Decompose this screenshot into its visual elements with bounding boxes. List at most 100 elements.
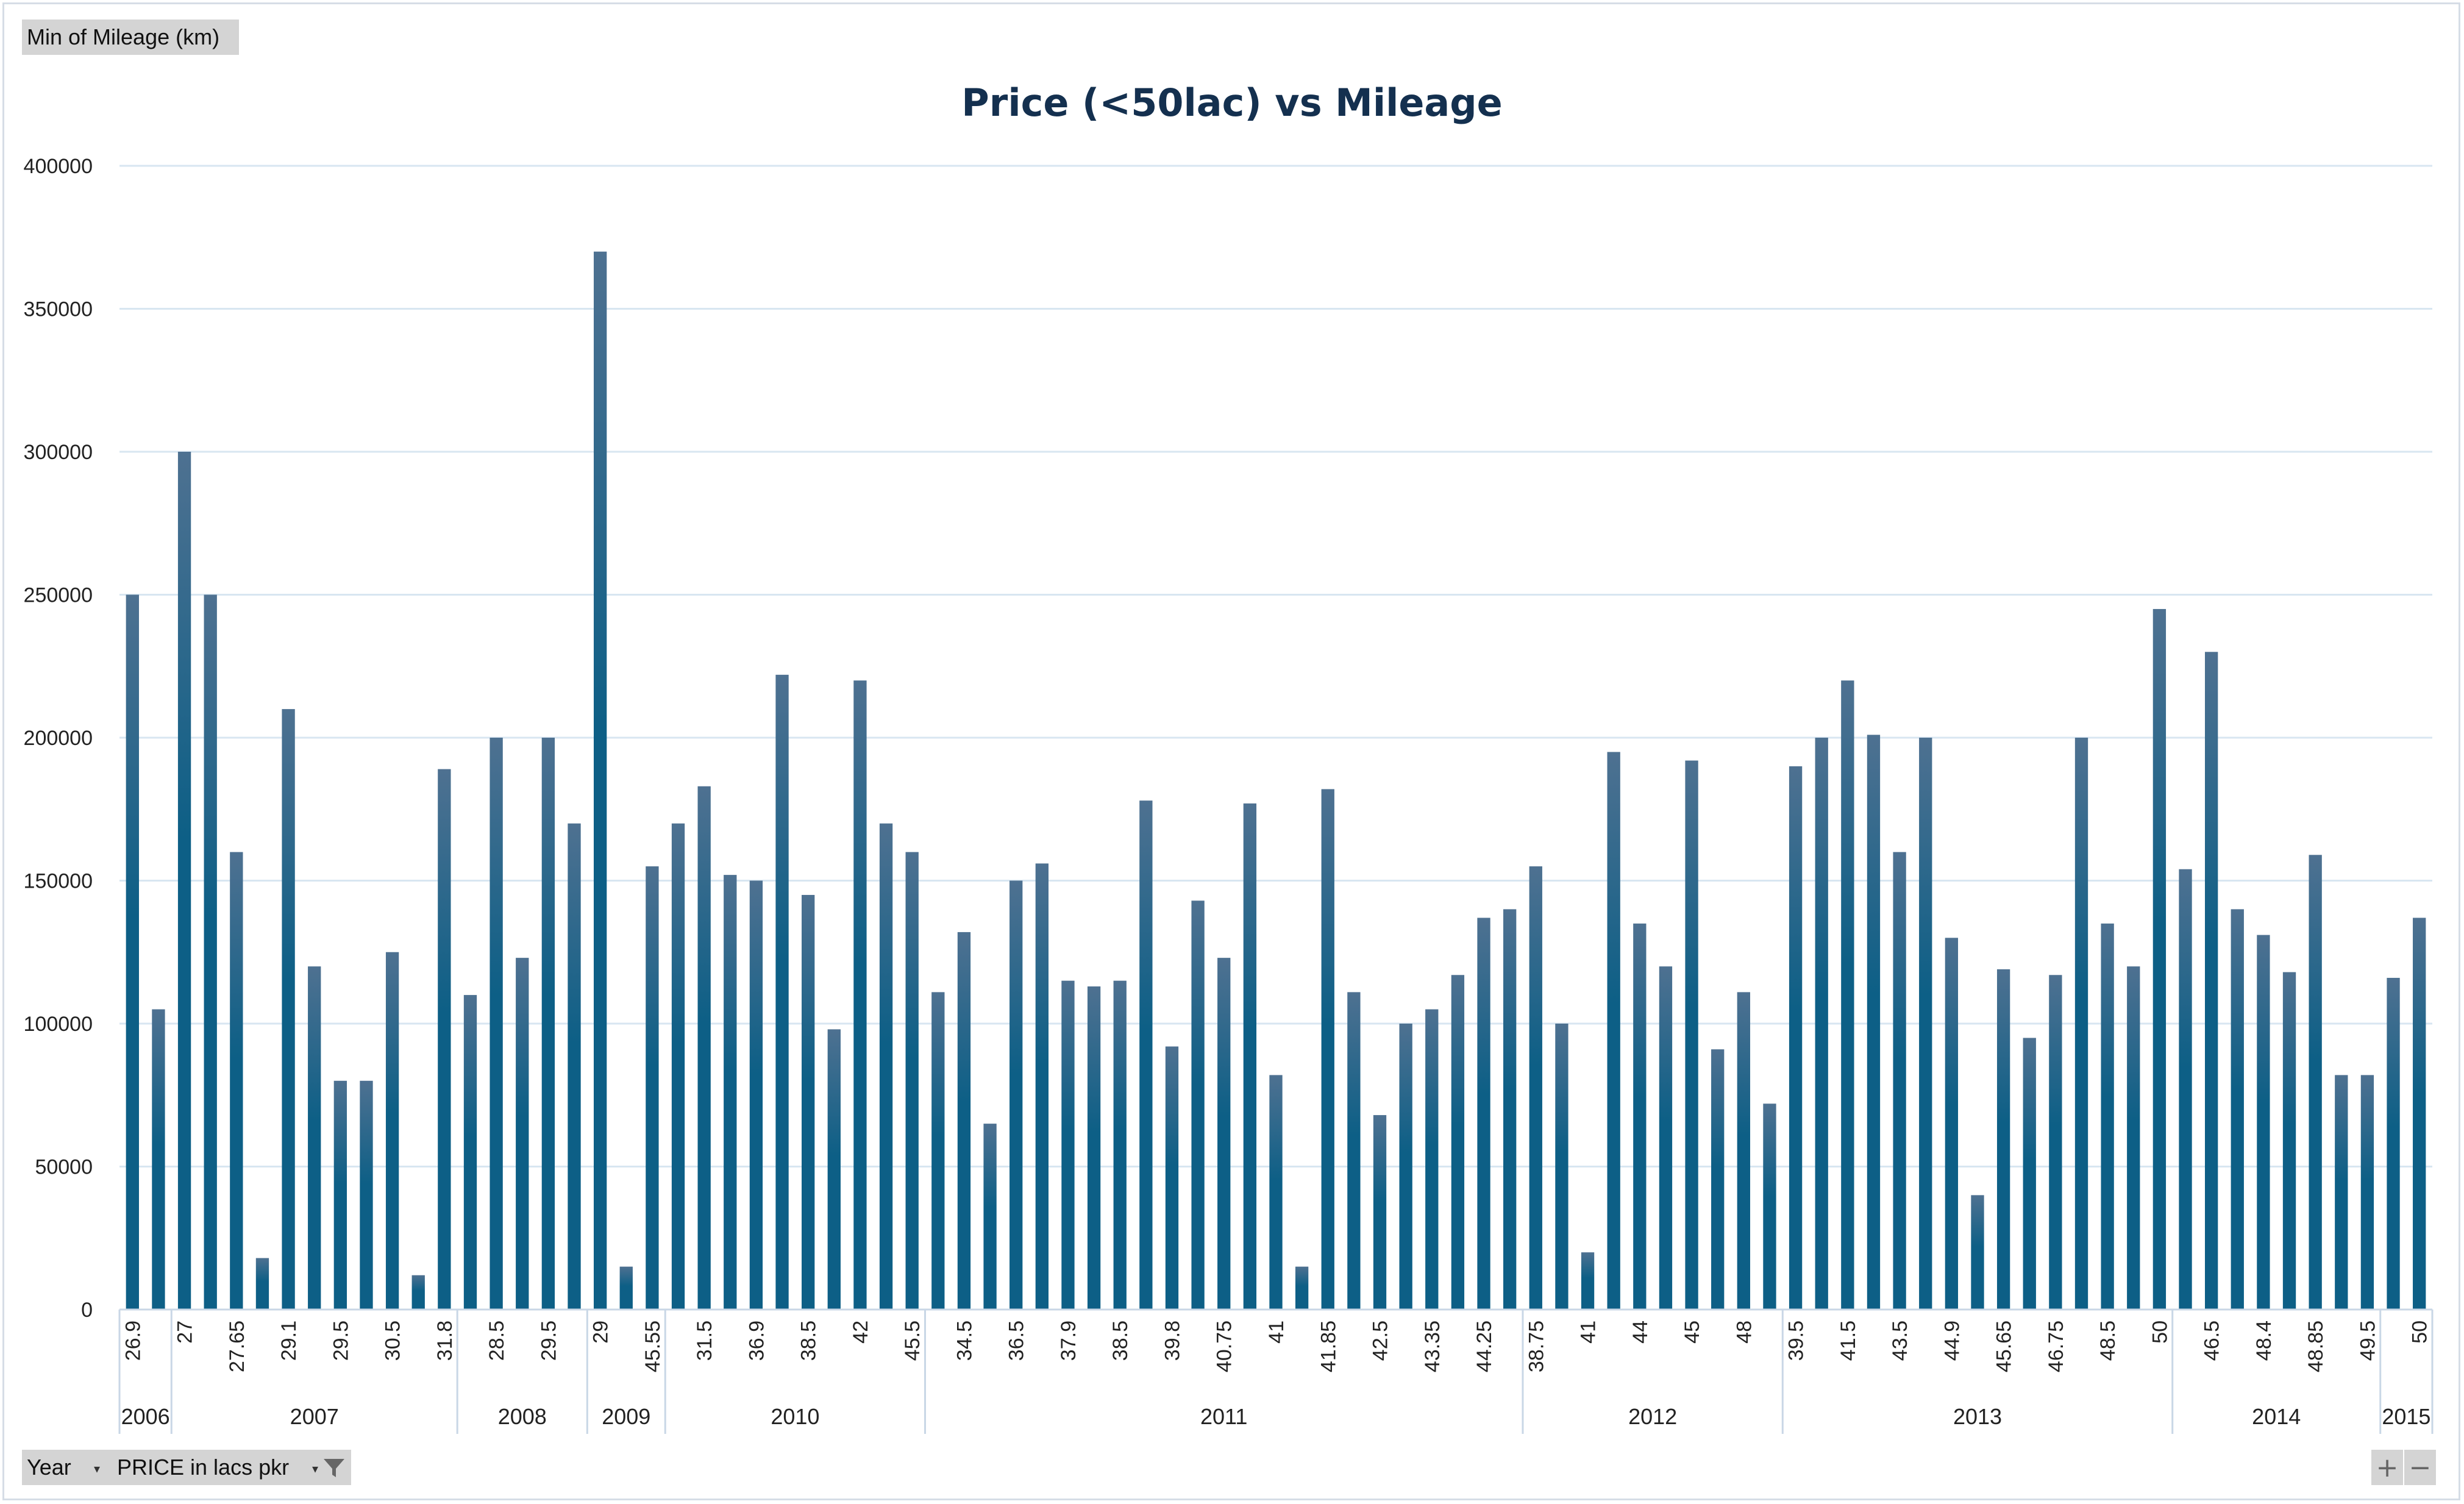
x-category-label: 45.5 — [901, 1320, 924, 1361]
bar — [1815, 738, 1828, 1310]
bar — [1165, 1046, 1179, 1310]
bar — [1893, 852, 1906, 1310]
y-tick-label: 250000 — [24, 584, 93, 607]
x-category-label: 50 — [2409, 1320, 2432, 1344]
x-category-label: 28.5 — [485, 1320, 508, 1361]
bar — [931, 992, 945, 1310]
x-category-label: 26.9 — [121, 1320, 144, 1361]
bar — [1659, 966, 1673, 1310]
x-category-label: 43.5 — [1889, 1320, 1912, 1361]
bar — [1451, 975, 1465, 1310]
bar — [1971, 1195, 1984, 1310]
x-category-label: 43.35 — [1421, 1320, 1444, 1372]
bar — [360, 1080, 373, 1310]
bar — [2049, 975, 2062, 1310]
chart-title: Price (<50lac) vs Mileage — [961, 80, 1502, 125]
bar — [1789, 766, 1803, 1310]
value-field-label: Min of Mileage (km) — [27, 24, 220, 49]
zoom-in-button[interactable]: + — [2371, 1450, 2403, 1485]
bar — [1347, 992, 1361, 1310]
x-category-label: 46.75 — [2045, 1320, 2068, 1372]
bar — [879, 823, 893, 1310]
bar — [204, 594, 217, 1310]
y-tick-label: 100000 — [24, 1013, 93, 1036]
bar — [853, 680, 867, 1310]
bar — [2413, 918, 2426, 1310]
bar — [516, 958, 529, 1310]
x-category-label: 29.5 — [537, 1320, 560, 1361]
x-category-label: 45 — [1681, 1320, 1704, 1344]
x-year-label: 2010 — [771, 1404, 819, 1429]
bar — [1841, 680, 1854, 1310]
filter-funnel-icon[interactable] — [322, 1456, 346, 1480]
bar — [177, 452, 191, 1310]
year-field-button[interactable]: Year ▾ — [22, 1450, 111, 1485]
zoom-in-label: + — [2376, 1452, 2399, 1483]
x-category-label: 42.5 — [1369, 1320, 1392, 1361]
bar — [1113, 980, 1127, 1310]
x-category-label: 29.5 — [329, 1320, 352, 1361]
x-category-label: 31.8 — [433, 1320, 457, 1361]
bar — [1399, 1024, 1412, 1310]
dropdown-arrow-icon[interactable]: ▾ — [312, 1463, 318, 1476]
bar — [2257, 935, 2270, 1310]
bar — [230, 852, 243, 1310]
bar — [2231, 909, 2244, 1310]
bar — [1009, 880, 1023, 1310]
x-category-label: 41.5 — [1837, 1320, 1860, 1361]
bar — [775, 674, 789, 1310]
x-category-label: 38.5 — [1109, 1320, 1132, 1361]
x-category-label: 48.5 — [2096, 1320, 2120, 1361]
price-field-button[interactable]: PRICE in lacs pkr ▾ — [111, 1450, 351, 1485]
y-tick-label: 50000 — [35, 1156, 93, 1179]
y-axis-tick-labels: 0 50000 100000 150000 200000 250000 300000 3500… — [24, 155, 93, 1322]
x-category-label: 48.4 — [2252, 1320, 2276, 1361]
bar — [1503, 909, 1517, 1310]
bar — [1035, 863, 1049, 1310]
bar — [1763, 1103, 1776, 1310]
bar — [1867, 735, 1881, 1310]
x-category-label: 38.75 — [1525, 1320, 1548, 1372]
x-year-label: 2007 — [290, 1404, 339, 1429]
x-category-label: 48 — [1732, 1320, 1756, 1344]
bar — [619, 1266, 633, 1310]
x-category-label: 45.65 — [1993, 1320, 2016, 1372]
bar — [1529, 866, 1542, 1310]
x-category-label: 30.5 — [382, 1320, 405, 1361]
bar — [1139, 800, 1153, 1310]
bar — [1373, 1115, 1387, 1310]
bar — [126, 594, 139, 1310]
x-category-label: 37.9 — [1057, 1320, 1080, 1361]
bar — [2282, 972, 2296, 1310]
x-category-label: 38.5 — [797, 1320, 821, 1361]
x-category-label: 44.25 — [1473, 1320, 1496, 1372]
dropdown-arrow-icon[interactable]: ▾ — [93, 1463, 100, 1476]
y-tick-label: 150000 — [24, 870, 93, 893]
x-year-label: 2012 — [1628, 1404, 1677, 1429]
x-category-label: 40.75 — [1213, 1320, 1236, 1372]
bar — [1919, 738, 1932, 1310]
x-category-label: 44 — [1629, 1320, 1652, 1344]
y-tick-label: 300000 — [24, 441, 93, 464]
x-category-label: 41 — [1265, 1320, 1288, 1344]
x-year-label: 2008 — [498, 1404, 547, 1429]
bar — [2335, 1075, 2348, 1310]
x-category-label: 29 — [589, 1320, 613, 1344]
x-category-label: 36.5 — [1005, 1320, 1028, 1361]
x-category-label: 46.5 — [2201, 1320, 2224, 1361]
bar — [1945, 938, 1959, 1310]
bar — [697, 786, 711, 1310]
bar — [2179, 869, 2192, 1310]
bar — [2387, 977, 2400, 1310]
value-field-button[interactable]: Min of Mileage (km) — [22, 20, 239, 55]
x-category-label: 27 — [174, 1320, 197, 1344]
x-year-label: 2015 — [2382, 1404, 2430, 1429]
bar — [1269, 1075, 1283, 1310]
bar — [2152, 608, 2167, 1310]
zoom-out-button[interactable]: − — [2404, 1450, 2436, 1485]
bar — [1996, 969, 2010, 1310]
bar — [724, 875, 737, 1310]
bar — [2309, 855, 2322, 1310]
bar — [438, 769, 451, 1310]
x-category-label: 44.9 — [1940, 1320, 1964, 1361]
